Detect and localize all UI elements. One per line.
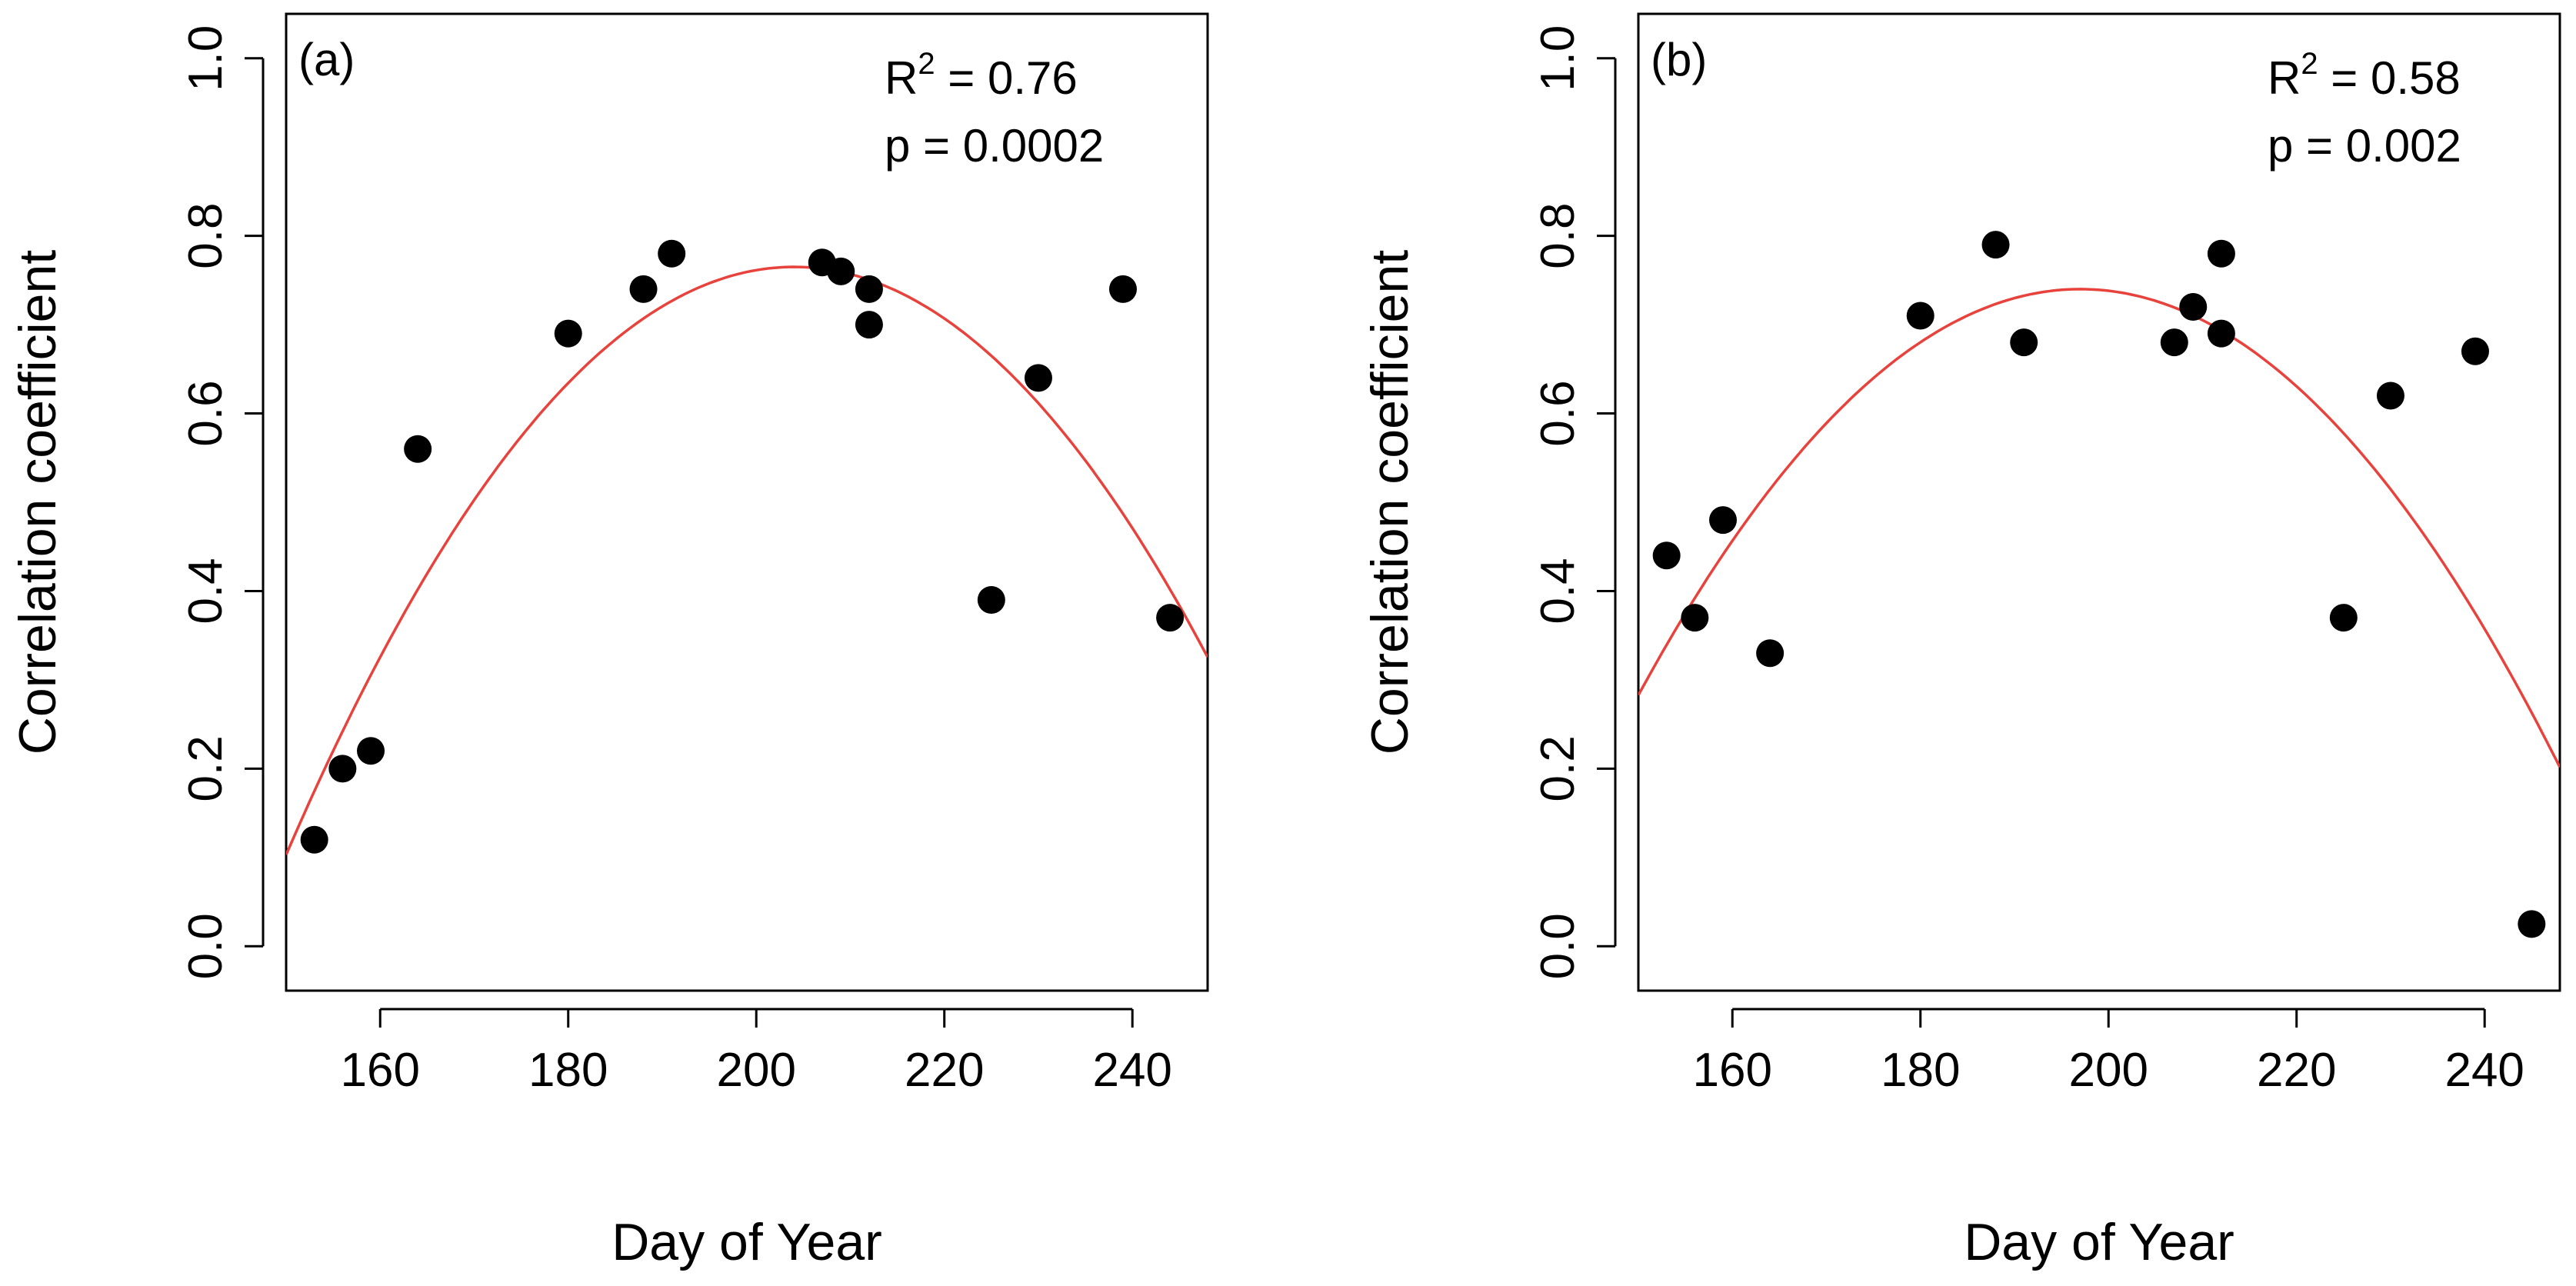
y-tick-label: 0.6 — [179, 380, 232, 446]
y-tick-label: 1.0 — [179, 25, 232, 92]
data-point — [1156, 604, 1185, 632]
data-point — [2207, 319, 2235, 348]
x-axis-title: Day of Year — [1964, 1213, 2234, 1271]
data-point — [658, 239, 686, 268]
axis-ticks — [1597, 57, 2486, 1028]
data-point — [1981, 231, 2010, 259]
fit-curve — [1638, 288, 2560, 768]
data-point — [2461, 337, 2489, 365]
panel-a: 0.0 0.2 0.4 0.6 0.8 1.0 160 180 200 220 240 (a) R… — [8, 12, 1209, 1271]
data-point — [855, 311, 883, 339]
plot-frame — [285, 12, 1209, 992]
data-points — [1652, 231, 2546, 938]
data-point — [2010, 328, 2038, 357]
x-tick-labels: 160 180 200 220 240 — [1693, 1044, 2524, 1097]
x-tick-labels: 160 180 200 220 240 — [341, 1044, 1172, 1097]
data-point — [1108, 275, 1137, 303]
p-value-annotation: p = 0.0002 — [885, 120, 1104, 172]
y-tick-label: 0.4 — [179, 558, 232, 624]
data-point — [1709, 506, 1738, 535]
data-point — [300, 825, 328, 854]
r-squared-annotation: R2 = 0.76 — [885, 47, 1078, 104]
fit-curve — [286, 265, 1208, 855]
r-squared-annotation: R2 = 0.58 — [2268, 47, 2461, 104]
data-point — [855, 275, 883, 303]
data-point — [2207, 239, 2235, 268]
y-tick-label: 1.0 — [1531, 25, 1585, 92]
y-axis-title: Correlation coefficient — [1361, 250, 1419, 755]
data-point — [554, 319, 582, 348]
data-point — [357, 737, 385, 765]
data-point — [827, 257, 855, 285]
data-point — [1652, 541, 1681, 570]
y-tick-labels: 0.0 0.2 0.4 0.6 0.8 1.0 — [1531, 25, 1585, 980]
x-tick-label: 200 — [2068, 1044, 2148, 1097]
x-tick-label: 240 — [1092, 1044, 1171, 1097]
y-tick-label: 0.0 — [179, 913, 232, 979]
x-axis-title: Day of Year — [612, 1213, 882, 1271]
y-tick-label: 0.4 — [1531, 558, 1585, 624]
data-point — [2376, 381, 2404, 410]
y-axis-title: Correlation coefficient — [8, 250, 67, 755]
y-tick-label: 0.8 — [1531, 203, 1585, 269]
data-point — [2179, 293, 2208, 321]
y-tick-label: 0.2 — [179, 735, 232, 801]
data-point — [1906, 302, 1934, 330]
data-points — [300, 239, 1185, 854]
x-tick-label: 160 — [341, 1044, 420, 1097]
data-point — [1756, 639, 1785, 668]
x-tick-label: 180 — [1881, 1044, 1960, 1097]
data-point — [629, 275, 658, 303]
data-point — [1024, 364, 1052, 392]
data-point — [2518, 910, 2546, 938]
plot-frame — [1637, 12, 2561, 992]
panel-b: 0.0 0.2 0.4 0.6 0.8 1.0 160 180 200 220 240 (b) R… — [1361, 12, 2561, 1271]
data-point — [404, 435, 432, 463]
panel-label: (a) — [298, 34, 355, 85]
y-tick-label: 0.2 — [1531, 735, 1585, 801]
data-point — [328, 755, 357, 783]
y-tick-label: 0.8 — [179, 203, 232, 269]
x-tick-label: 240 — [2444, 1044, 2524, 1097]
data-point — [2160, 328, 2188, 357]
y-tick-label: 0.6 — [1531, 380, 1585, 446]
panel-label: (b) — [1651, 34, 1707, 85]
x-tick-label: 160 — [1693, 1044, 1772, 1097]
y-tick-label: 0.0 — [1531, 913, 1585, 979]
x-tick-label: 200 — [716, 1044, 795, 1097]
y-tick-labels: 0.0 0.2 0.4 0.6 0.8 1.0 — [179, 25, 232, 980]
x-tick-label: 180 — [528, 1044, 608, 1097]
data-point — [977, 586, 1005, 614]
x-tick-label: 220 — [905, 1044, 984, 1097]
x-tick-label: 220 — [2257, 1044, 2336, 1097]
data-point — [1681, 604, 1709, 632]
data-point — [2329, 604, 2358, 632]
p-value-annotation: p = 0.002 — [2268, 120, 2461, 172]
axis-ticks — [245, 57, 1134, 1028]
